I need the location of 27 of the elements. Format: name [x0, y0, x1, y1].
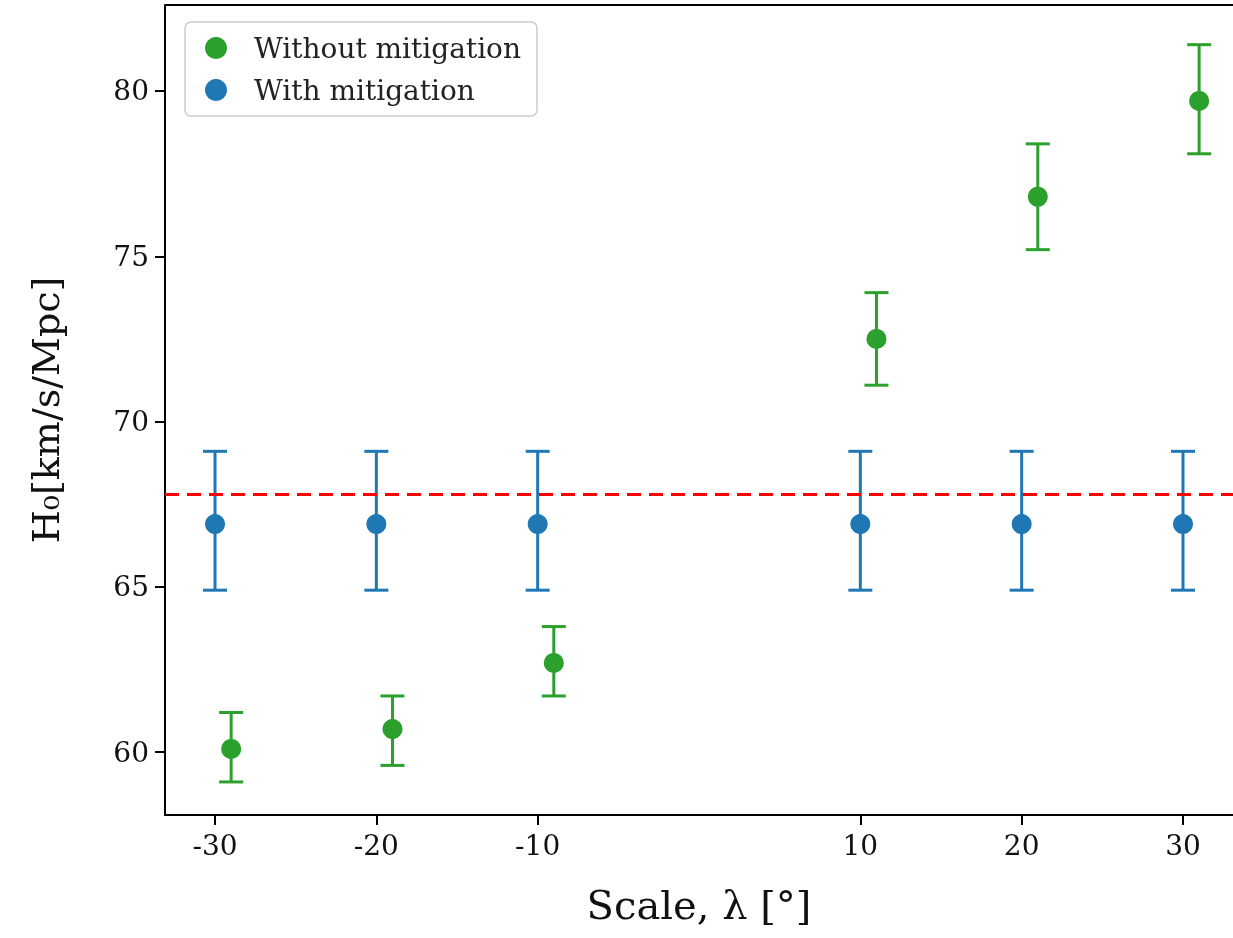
point [205, 514, 226, 535]
x-tick-label: 10 [842, 828, 879, 862]
x-tick-label: -20 [353, 828, 399, 862]
y-tick-label: 60 [113, 735, 149, 769]
y-tick-label: 65 [113, 570, 149, 604]
point [366, 514, 387, 535]
point [1173, 514, 1193, 535]
y-axis-title: H₀[km/s/Mpc] [24, 276, 68, 544]
point [866, 328, 887, 349]
x-axis-title: Scale, λ [°] [586, 882, 812, 928]
x-tick-label: 20 [1003, 828, 1040, 862]
x-tick-label: -10 [515, 828, 561, 862]
point [382, 719, 403, 740]
point [221, 738, 242, 759]
y-tick-label: 75 [113, 239, 149, 273]
x-tick-label: 30 [1165, 828, 1201, 862]
legend-label: With mitigation [254, 73, 475, 107]
point [543, 652, 564, 673]
point [850, 514, 871, 535]
x-tick-label: -30 [192, 828, 238, 862]
y-tick-label: 80 [113, 74, 149, 108]
y-tick-label: 70 [113, 405, 149, 439]
point [527, 514, 548, 535]
point [1189, 90, 1210, 111]
point [1011, 514, 1032, 535]
point [1027, 186, 1048, 207]
legend-label: Without mitigation [254, 31, 521, 65]
